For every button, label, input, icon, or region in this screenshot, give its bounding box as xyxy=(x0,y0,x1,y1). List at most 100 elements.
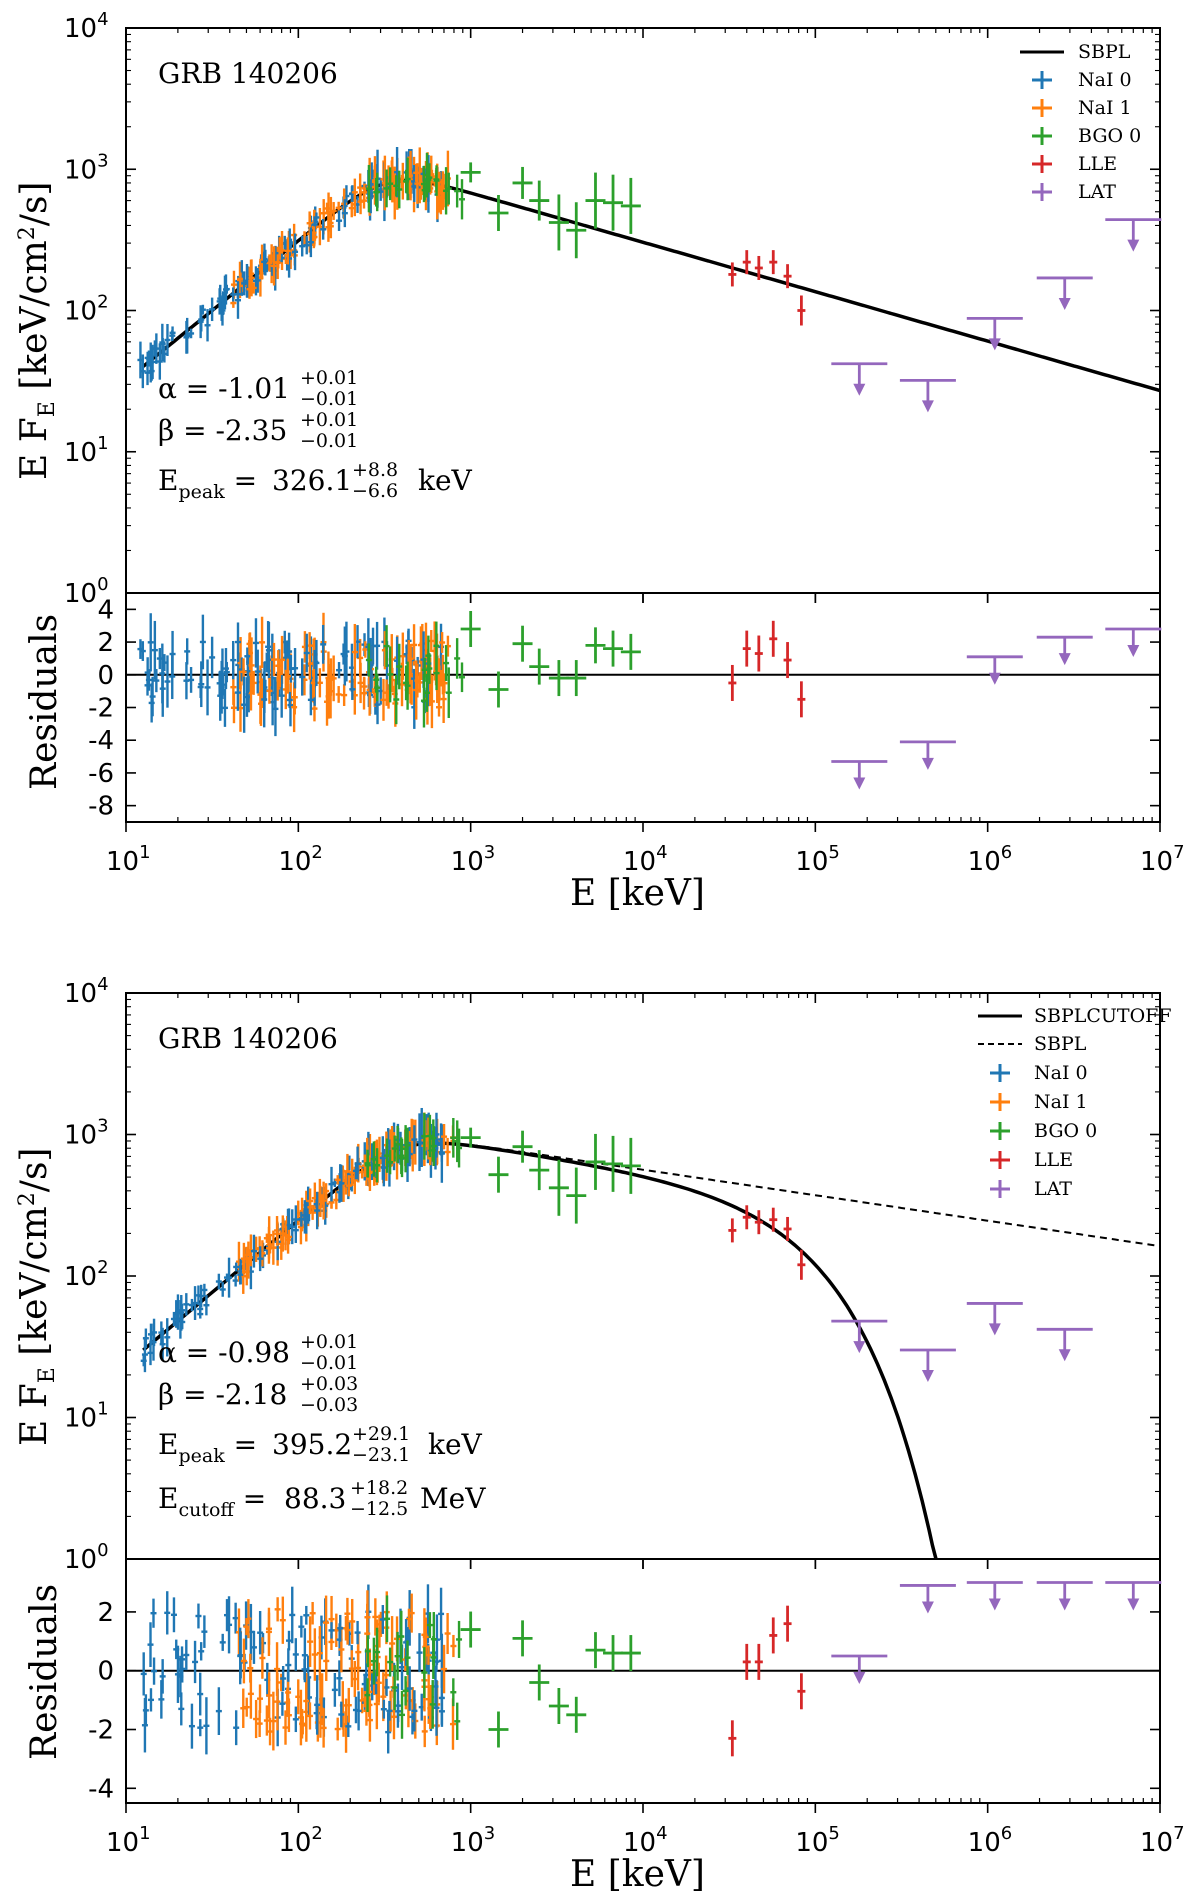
bgo0-residual xyxy=(364,1635,371,1668)
bgo0-residual xyxy=(373,666,380,693)
nai0-point xyxy=(320,218,327,240)
nai0-point xyxy=(201,1283,208,1297)
nai1-residual xyxy=(306,1702,313,1730)
nai0-point xyxy=(233,1262,240,1272)
nai0-residual xyxy=(224,1599,231,1632)
nai1-residual xyxy=(345,1687,352,1723)
bgo0-residual xyxy=(445,667,452,719)
legend-label-lat: LAT xyxy=(1078,181,1116,203)
lat-residual xyxy=(966,1581,1023,1611)
nai0-residual xyxy=(145,669,152,691)
nai1-residual xyxy=(307,1616,314,1667)
svg-text:+8.8: +8.8 xyxy=(352,459,398,481)
nai0-point xyxy=(254,268,261,293)
nai0-residual xyxy=(219,1633,226,1651)
nai0-point xyxy=(301,1209,308,1221)
nai0-point xyxy=(144,360,151,386)
nai0-point xyxy=(192,1286,199,1320)
nai0-point xyxy=(303,236,310,255)
nai0-point xyxy=(141,1336,148,1373)
nai1-residual xyxy=(267,1717,274,1746)
nai1-residual xyxy=(316,1626,323,1681)
svg-text:Epeak =: Epeak = xyxy=(158,464,257,503)
bgo0-point xyxy=(529,180,550,221)
nai1-residual xyxy=(266,1672,273,1719)
nai0-residual xyxy=(209,636,216,679)
svg-text:+29.1: +29.1 xyxy=(352,1423,410,1445)
bgo0-point xyxy=(387,1150,394,1175)
y-tick-label: 102 xyxy=(64,1257,109,1292)
nai1-residual xyxy=(439,632,446,653)
nai1-residual xyxy=(243,1697,250,1717)
nai0-residual xyxy=(314,1675,321,1735)
bgo0-residual xyxy=(404,1640,411,1675)
nai0-point xyxy=(257,1246,264,1272)
bgo0-residual xyxy=(529,648,550,685)
nai0-residual xyxy=(303,1605,310,1625)
bgo0-point xyxy=(364,1152,371,1178)
nai0-point xyxy=(328,1166,335,1202)
nai1-point xyxy=(320,1181,327,1220)
nai0-residual xyxy=(272,681,279,737)
nai1-residual xyxy=(341,684,348,706)
nai1-point xyxy=(351,178,358,207)
nai1-residual xyxy=(324,677,331,726)
lle-residual xyxy=(742,1643,751,1680)
nai0-residual xyxy=(234,622,241,662)
x-tick-label: 105 xyxy=(795,1823,840,1858)
y-axis-label-main: E FE [keV/cm2/s] xyxy=(14,1148,60,1446)
nai0-residual xyxy=(301,1658,308,1680)
param-alpha: α = -0.98 +0.01 −0.01 xyxy=(158,1331,358,1374)
svg-text:Ecutoff =: Ecutoff = xyxy=(158,1482,266,1521)
x-tick-label: 107 xyxy=(1140,842,1185,877)
nai0-point xyxy=(438,1148,445,1157)
nai1-residual xyxy=(361,677,368,696)
nai0-point xyxy=(224,1273,231,1282)
bgo0-point xyxy=(445,172,452,205)
nai1-point xyxy=(237,272,244,286)
nai0-point xyxy=(164,323,171,356)
bgo0-residual xyxy=(566,1696,587,1733)
lat-residual xyxy=(1036,1581,1093,1611)
resid-tick-label: 2 xyxy=(97,628,114,658)
nai0-point xyxy=(223,284,230,294)
nai0-residual xyxy=(184,638,191,665)
lle-residual xyxy=(769,620,778,657)
lat-upper-limit xyxy=(899,378,956,413)
lle-point xyxy=(742,1205,751,1230)
svg-text:+18.2: +18.2 xyxy=(350,1477,408,1499)
nai1-point xyxy=(271,246,278,286)
lat-residual xyxy=(831,1654,888,1685)
bgo0-point xyxy=(585,1133,606,1190)
lat-upper-limit xyxy=(899,1348,956,1382)
nai1-residual xyxy=(279,1596,286,1644)
bgo0-point xyxy=(399,1138,406,1178)
nai0-point xyxy=(250,1234,257,1268)
model-curve xyxy=(142,178,1161,393)
nai0-point xyxy=(292,1205,299,1234)
bgo0-point xyxy=(548,194,569,251)
nai0-point xyxy=(195,1285,202,1306)
bgo0-residual xyxy=(426,653,433,684)
nai0-residual xyxy=(250,1630,257,1664)
bgo0-point xyxy=(450,1118,457,1158)
legend-swatch-nai1 xyxy=(1032,99,1052,117)
svg-text:−6.6: −6.6 xyxy=(352,480,398,502)
bgo0-residual xyxy=(383,625,390,668)
x-tick-label: 105 xyxy=(795,842,840,877)
nai0-point xyxy=(292,233,299,271)
nai1-residual xyxy=(259,1637,266,1679)
bgo0-point xyxy=(488,195,509,232)
nai1-point xyxy=(334,1175,341,1185)
lle-residual xyxy=(754,1643,763,1680)
bgo0-point xyxy=(403,169,410,193)
lle-point xyxy=(754,1210,763,1235)
nai0-point xyxy=(411,1125,418,1154)
nai1-residual xyxy=(349,1598,356,1644)
nai0-point xyxy=(241,271,248,296)
bgo0-point xyxy=(620,1137,641,1194)
svg-text:−0.03: −0.03 xyxy=(300,1394,358,1416)
bgo0-residual xyxy=(364,1678,371,1712)
nai0-residual xyxy=(197,676,204,698)
